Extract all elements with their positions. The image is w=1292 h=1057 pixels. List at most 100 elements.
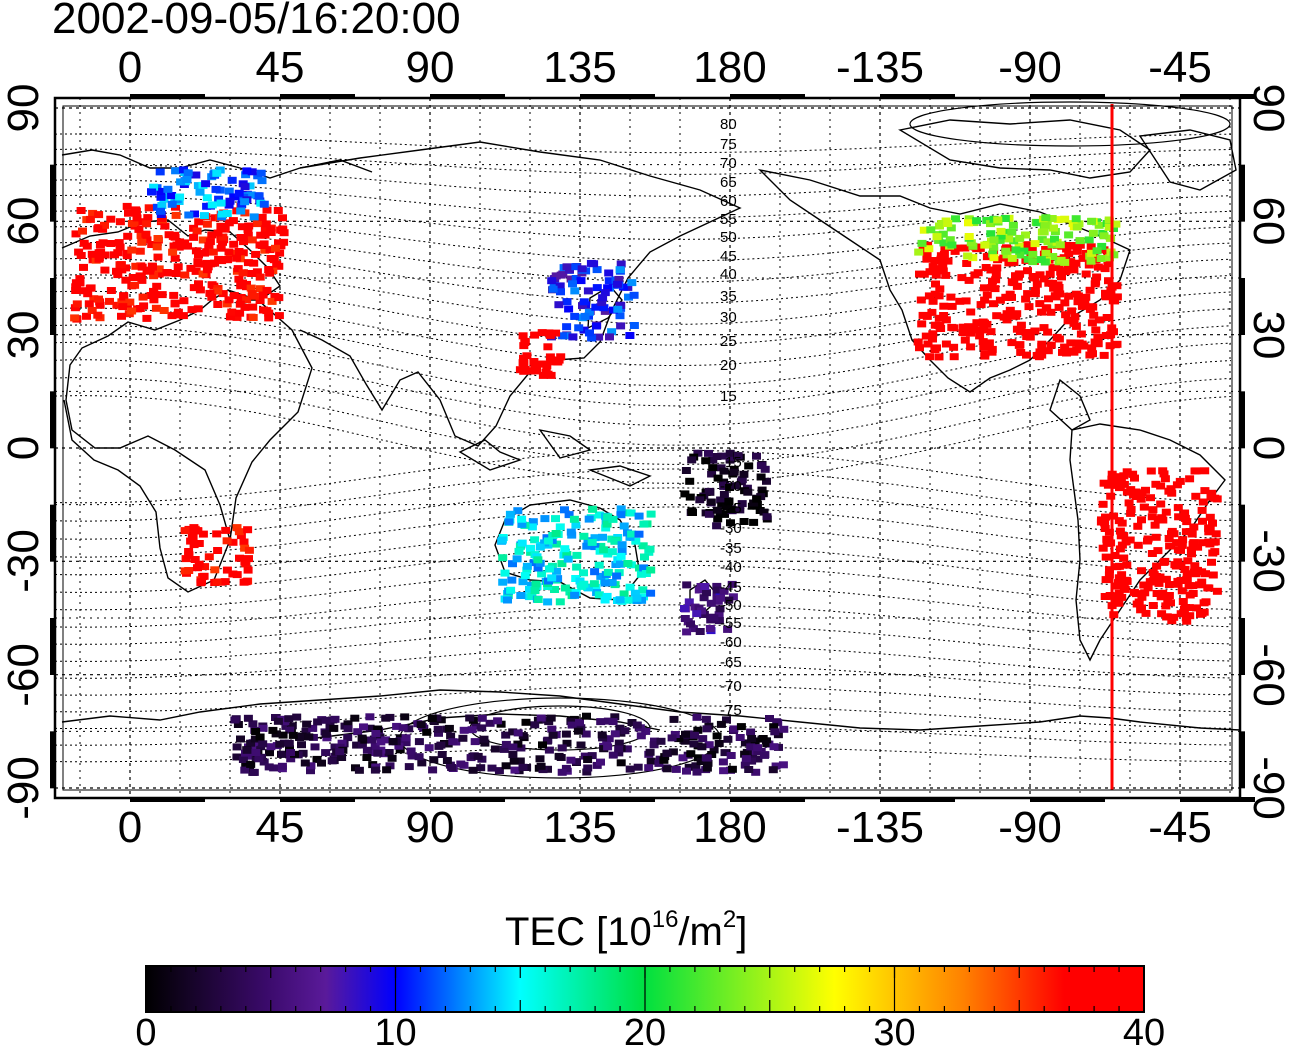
mlat-label: 35: [720, 288, 737, 305]
tec-point: [152, 243, 162, 251]
tec-point: [1028, 258, 1038, 266]
tec-point: [727, 765, 737, 773]
tec-point: [634, 512, 644, 520]
tec-point: [602, 592, 612, 600]
tec-point: [982, 253, 992, 261]
tec-point: [384, 749, 394, 756]
tec-point: [614, 275, 624, 283]
tec-point: [712, 453, 722, 460]
tec-point: [142, 236, 152, 244]
tec-point: [1002, 251, 1012, 259]
tec-point: [725, 484, 735, 491]
tec-point: [726, 519, 735, 527]
tec-point: [603, 284, 613, 292]
tec-point: [1119, 480, 1129, 488]
tec-point: [1182, 575, 1192, 583]
tec-point: [579, 569, 588, 577]
tec-point: [163, 185, 173, 193]
tec-point: [980, 350, 990, 358]
tec-point: [927, 308, 937, 316]
tec-point: [245, 182, 255, 190]
tec-point: [234, 275, 244, 283]
tec-point: [951, 215, 960, 223]
tec-point: [1092, 247, 1102, 255]
tec-point: [631, 537, 641, 545]
tec-point: [82, 242, 92, 250]
tec-point: [367, 736, 377, 744]
tec-point: [1122, 576, 1131, 584]
tec-point: [193, 258, 203, 266]
tec-point: [145, 267, 155, 275]
tec-point: [1007, 293, 1016, 301]
tec-point: [590, 568, 600, 576]
y-left-tick-label: 30: [0, 310, 48, 360]
tec-point: [1158, 467, 1168, 475]
tec-point: [1028, 250, 1038, 258]
tec-point: [84, 300, 94, 308]
frame-tick-top: [280, 94, 355, 99]
tec-point: [1054, 335, 1064, 343]
tec-point: [1060, 258, 1070, 266]
mlat-label: -55: [720, 615, 742, 632]
tec-point: [266, 255, 276, 262]
tec-point: [980, 296, 990, 304]
tec-point: [762, 477, 771, 485]
tec-point: [246, 284, 256, 292]
tec-point: [330, 743, 340, 751]
mlat-label: 70: [720, 155, 737, 172]
tec-point: [685, 493, 695, 501]
tec-point: [1156, 500, 1166, 508]
tec-point: [224, 187, 234, 195]
tec-point: [329, 724, 339, 732]
tec-point: [1206, 493, 1216, 501]
tec-point: [513, 740, 523, 748]
tec-point: [598, 533, 607, 541]
tec-point: [922, 251, 932, 259]
tec-point: [547, 277, 557, 285]
tec-point: [735, 506, 745, 514]
tec-point: [248, 314, 258, 321]
tec-point: [720, 749, 730, 757]
tec-point: [392, 722, 402, 730]
tec-point: [555, 282, 565, 290]
tec-point: [154, 270, 164, 278]
tec-point: [189, 524, 199, 532]
x-bottom-tick-label: -90: [998, 803, 1062, 852]
tec-point: [1109, 251, 1119, 259]
tec-point: [1037, 236, 1047, 244]
mlat-label: 60: [720, 193, 737, 210]
tec-point: [570, 312, 580, 320]
tec-point: [582, 712, 591, 720]
frame-tick-bottom: [130, 797, 205, 802]
tec-point: [214, 255, 224, 263]
tec-point: [686, 620, 695, 628]
tec-point: [241, 171, 251, 179]
tec-point: [605, 333, 614, 341]
tec-point: [551, 530, 561, 537]
tec-point: [1184, 582, 1194, 590]
frame-tick-left: [50, 731, 56, 789]
mlat-label: -25: [720, 500, 742, 517]
tec-point: [1048, 264, 1058, 272]
tec-point: [662, 765, 672, 773]
tec-point: [436, 741, 446, 749]
tec-point: [222, 210, 232, 217]
tec-point: [213, 229, 223, 237]
tec-point: [987, 345, 997, 353]
tec-point: [1137, 593, 1147, 601]
tec-point: [224, 296, 234, 304]
tec-point: [947, 241, 957, 249]
tec-point: [610, 537, 620, 545]
tec-point: [513, 729, 523, 737]
tec-point: [966, 343, 976, 351]
tec-point: [562, 551, 572, 558]
tec-point: [1109, 512, 1119, 520]
tec-point: [398, 724, 408, 732]
tec-point: [298, 749, 308, 757]
tec-point: [1023, 290, 1033, 298]
tec-point: [244, 555, 253, 563]
tec-point: [137, 238, 147, 246]
tec-point: [191, 267, 201, 275]
tec-point: [930, 346, 940, 353]
